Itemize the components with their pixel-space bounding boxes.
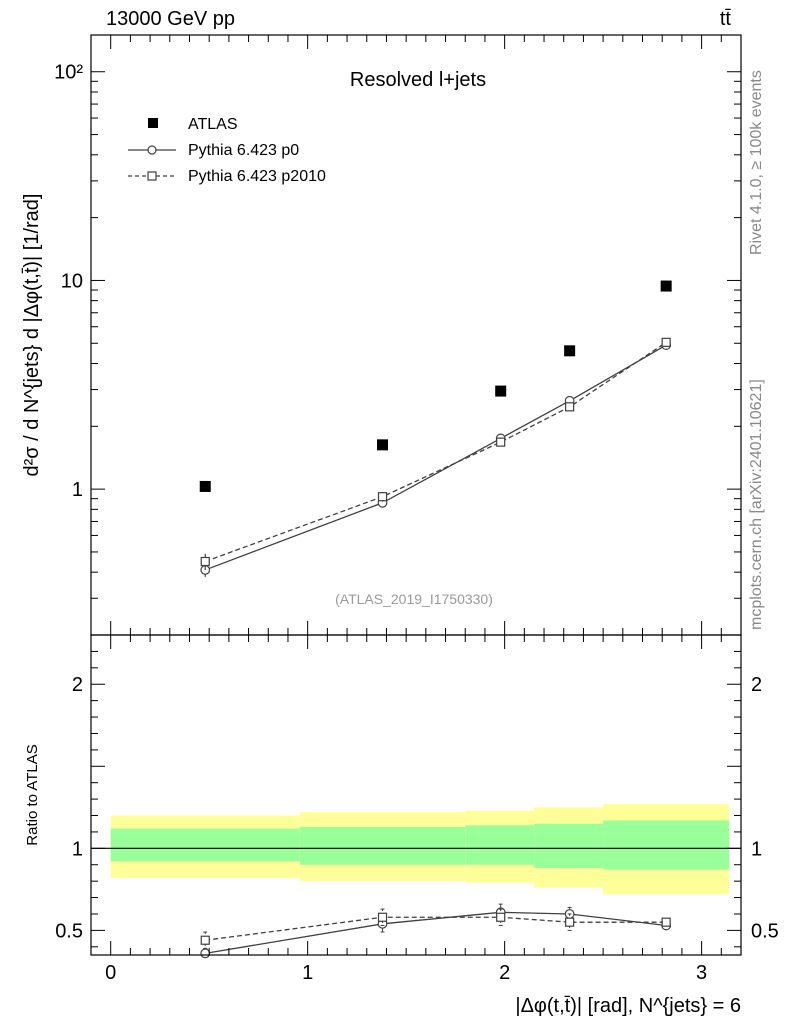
analysis-id-label: (ATLAS_2019_I1750330) xyxy=(335,591,493,607)
ratio-data-point xyxy=(200,948,211,959)
data-point xyxy=(377,492,388,502)
mcplots-label: mcplots.cern.ch [arXiv:2401.10621] xyxy=(748,379,765,630)
data-point xyxy=(565,402,575,412)
data-point xyxy=(660,280,672,292)
ratio-plot-marks xyxy=(200,903,672,959)
ratio-data-point xyxy=(661,917,671,927)
data-point xyxy=(564,345,576,357)
ratio-data-point xyxy=(200,935,210,945)
main-axis-ticks: 1 10 10² xyxy=(54,35,742,636)
x-tick-label: 2 xyxy=(499,962,510,984)
rivet-label: Rivet 4.1.0, ≥ 100k events xyxy=(748,70,765,255)
x-tick-label: 3 xyxy=(696,962,707,984)
ratio-y-tick-label-right: 2 xyxy=(751,674,762,696)
ratio-y-axis-label: Ratio to ATLAS xyxy=(24,744,41,845)
ratio-uncertainty-bands xyxy=(91,804,741,895)
energy-label: 13000 GeV pp xyxy=(106,8,235,30)
ratio-data-point xyxy=(377,912,388,922)
data-point xyxy=(377,439,389,451)
stat-uncertainty-band xyxy=(603,820,730,870)
ratio-series-line xyxy=(205,916,667,941)
data-point xyxy=(495,385,507,397)
stat-uncertainty-band xyxy=(465,825,535,865)
ratio-frame xyxy=(90,634,742,956)
ratio-series-line xyxy=(205,911,667,955)
legend-atlas-marker xyxy=(148,118,158,128)
stat-uncertainty-band xyxy=(534,823,604,869)
main-plot-marks xyxy=(199,280,672,577)
ratio-y-tick-label-right: 1 xyxy=(751,838,762,860)
y-tick-label: 10² xyxy=(54,62,83,84)
stat-uncertainty-band xyxy=(299,827,466,865)
y-tick-label: 10 xyxy=(61,270,83,292)
process-label: tt̄ xyxy=(720,8,732,30)
ratio-y-tick-label: 0.5 xyxy=(55,920,83,942)
ratio-axis-ticks: 0.5 0.5 1 1 2 2 0 1 2 3 xyxy=(55,634,779,984)
data-point xyxy=(661,337,671,347)
ratio-data-point xyxy=(496,912,506,922)
data-point xyxy=(199,480,211,492)
x-tick-label: 1 xyxy=(302,962,313,984)
stat-uncertainty-band xyxy=(110,828,300,862)
ratio-panel: 0.5 0.5 1 1 2 2 0 1 2 3 Ratio to ATLAS |Δφ(t,t̄)|… xyxy=(24,634,779,1017)
legend-p2010-marker xyxy=(147,171,157,181)
x-tick-label: 0 xyxy=(105,962,116,984)
data-point xyxy=(200,556,210,567)
legend: ATLAS Pythia 6.423 p0 Pythia 6.423 p2010 xyxy=(128,116,326,185)
series-line xyxy=(205,341,667,563)
y-tick-label: 1 xyxy=(72,479,83,501)
legend-p0-label: Pythia 6.423 p0 xyxy=(188,142,299,159)
legend-atlas-label: ATLAS xyxy=(188,116,238,133)
x-axis-label: |Δφ(t,t̄)| [rad], N^{jets} = 6 xyxy=(515,995,741,1017)
ratio-data-point xyxy=(565,917,575,927)
ratio-y-tick-label: 2 xyxy=(72,674,83,696)
data-point xyxy=(496,437,506,447)
ratio-y-tick-label: 1 xyxy=(72,838,83,860)
main-chart-title: Resolved l+jets xyxy=(350,69,486,91)
ratio-y-tick-label-right: 0.5 xyxy=(751,920,779,942)
legend-p0-marker xyxy=(147,145,157,155)
main-panel: 1 10 10² Resolved l+jets (ATLAS_2019_I1750… xyxy=(21,34,742,636)
main-y-axis-label: d²σ / d N^{jets} d |Δφ(t,t̄)| [1/rad] xyxy=(21,194,43,477)
legend-p2010-label: Pythia 6.423 p2010 xyxy=(188,168,326,185)
